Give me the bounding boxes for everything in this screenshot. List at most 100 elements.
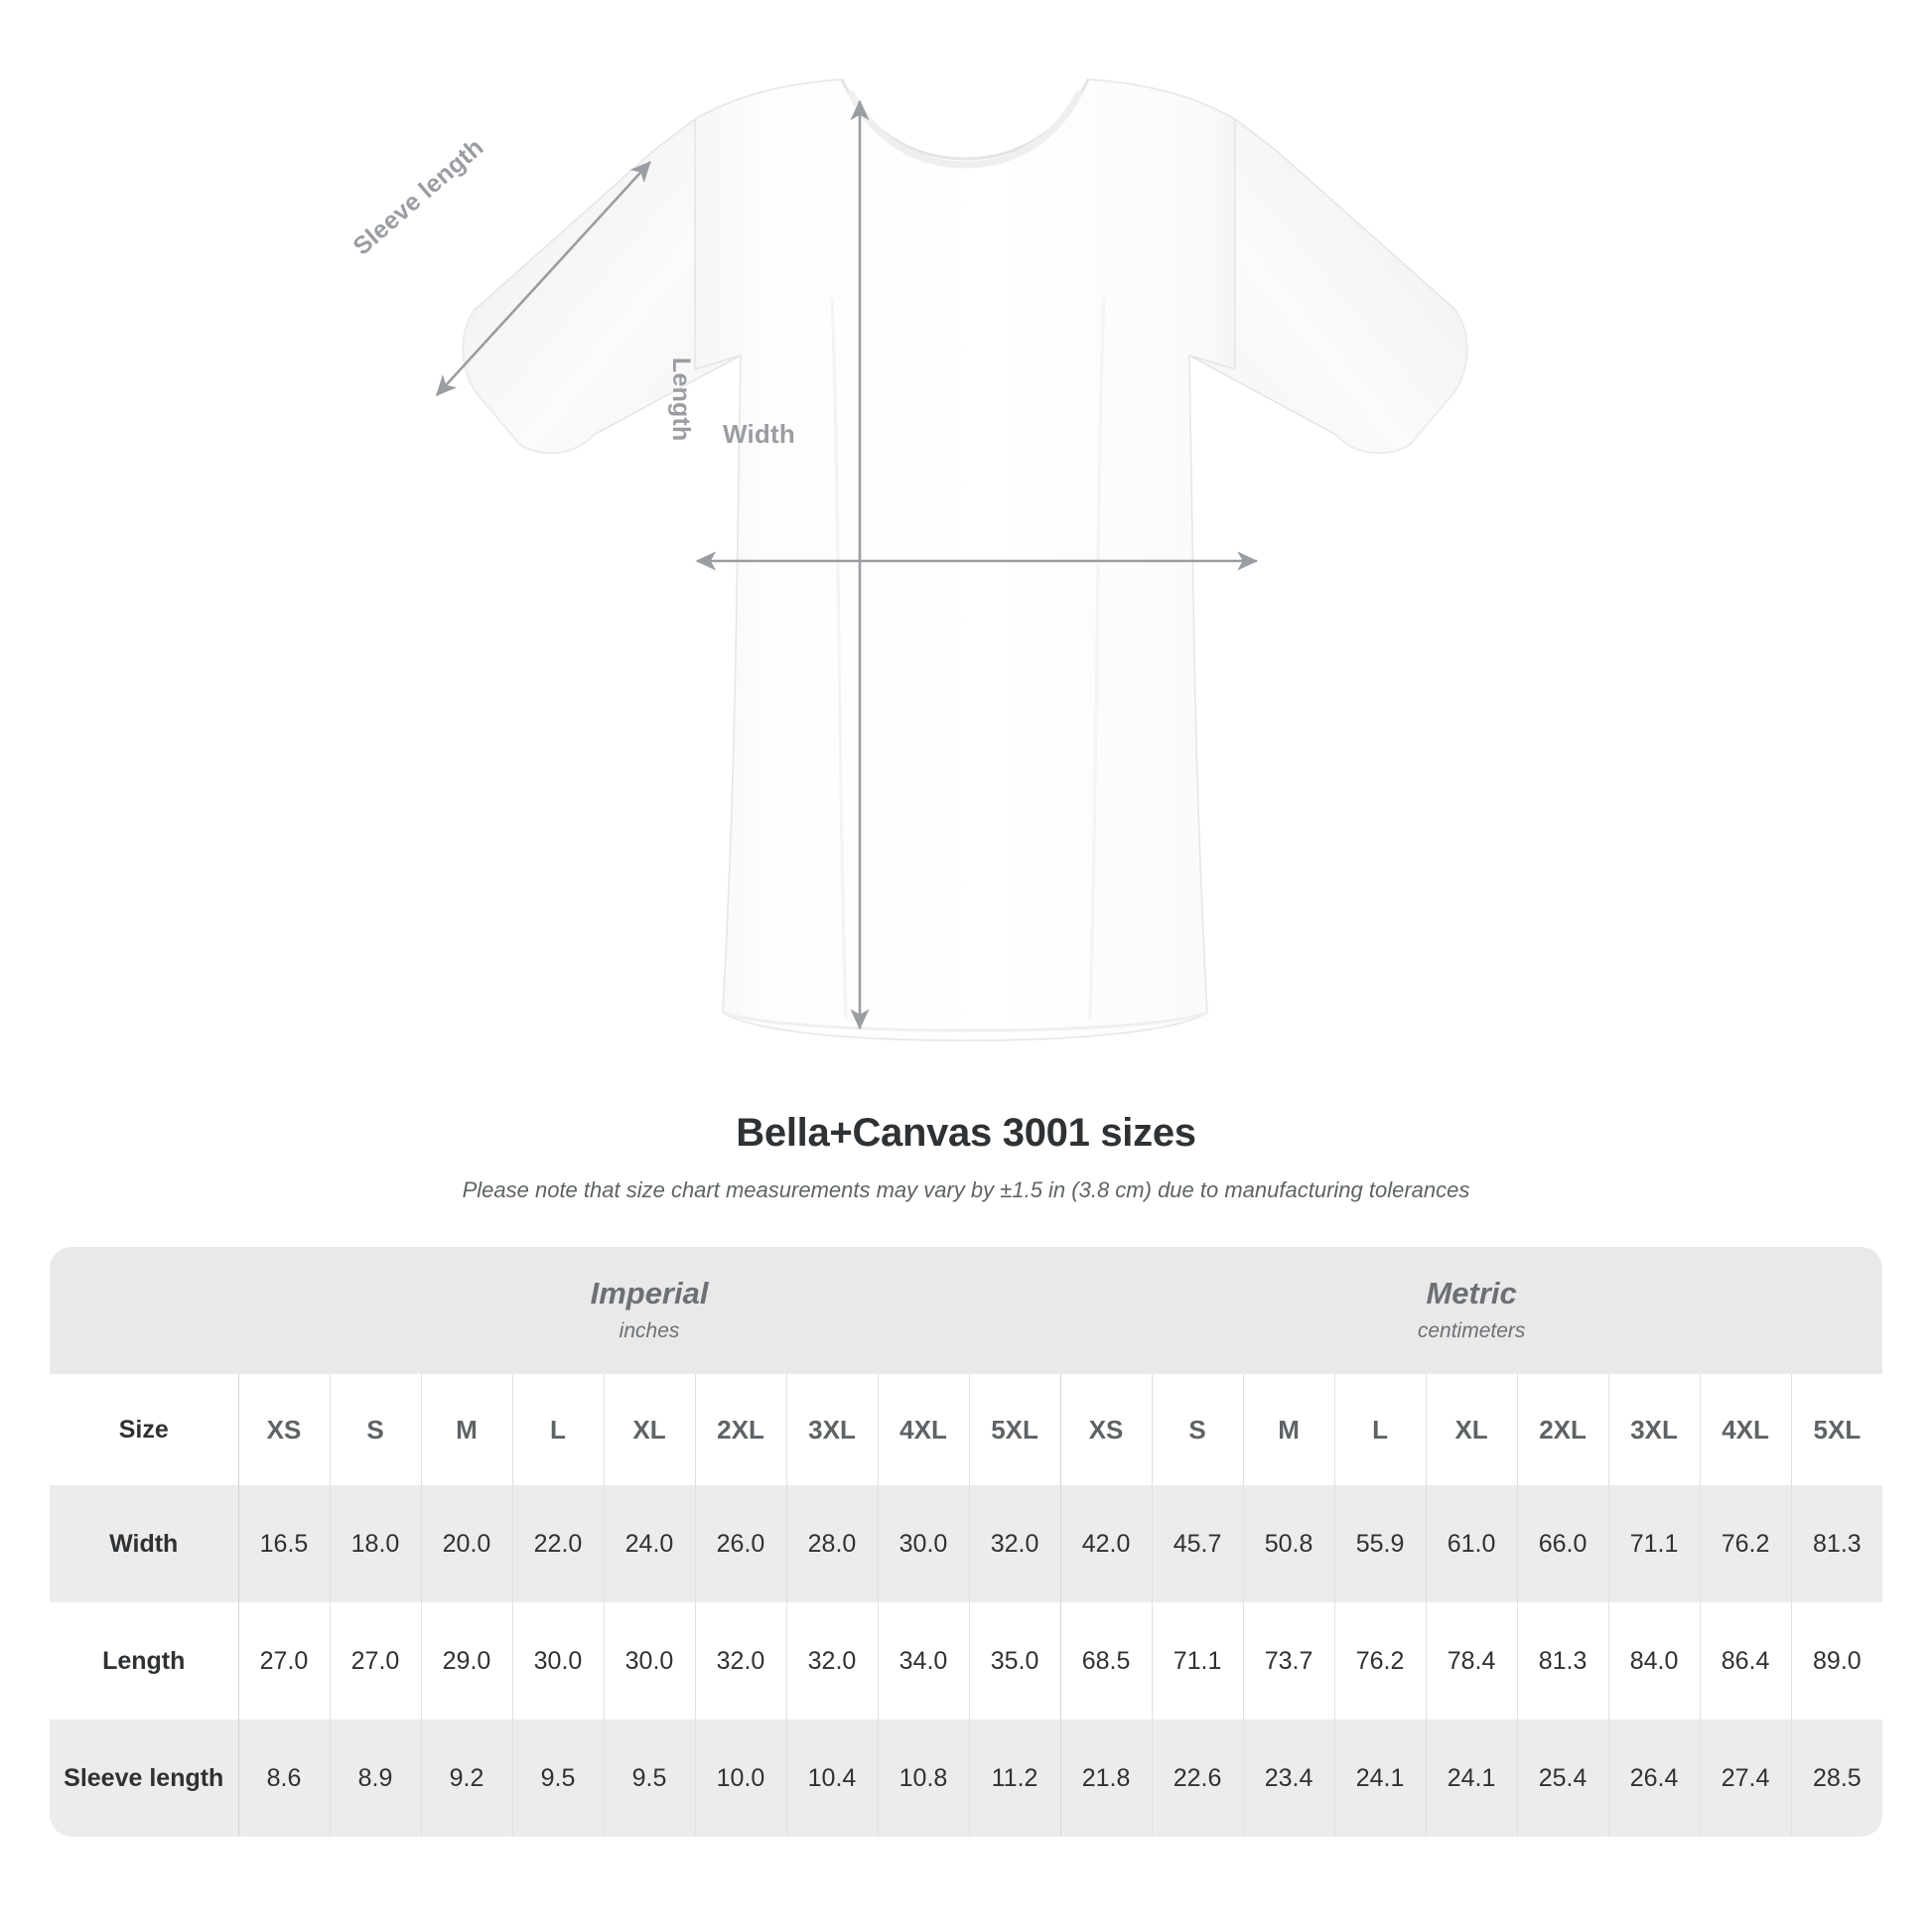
cell-length-imperial-xl: 30.0 bbox=[603, 1602, 695, 1720]
cell-sleeve-length-imperial-m: 9.2 bbox=[420, 1720, 512, 1837]
cell-width-imperial-m: 20.0 bbox=[420, 1485, 512, 1602]
cell-width-imperial-s: 18.0 bbox=[329, 1485, 421, 1602]
size-header-row: Size XS S M L XL 2XL 3XL 4XL 5XL XS S M L XL 2XL 3XL 4XL 5… bbox=[50, 1374, 1883, 1485]
size-corner-label: Size bbox=[50, 1374, 238, 1485]
cell-sleeve-length-imperial-3xl: 10.4 bbox=[785, 1720, 878, 1837]
fabric-fold bbox=[830, 297, 848, 1020]
unit-subtitle: inches bbox=[619, 1319, 680, 1343]
cell-sleeve-length-metric-m: 23.4 bbox=[1242, 1720, 1335, 1837]
cell-width-metric-5xl: 81.3 bbox=[1790, 1485, 1883, 1602]
cell-sleeve-length-metric-xl: 24.1 bbox=[1425, 1720, 1518, 1837]
cell-length-imperial-m: 29.0 bbox=[420, 1602, 512, 1720]
unit-name: Imperial bbox=[590, 1275, 709, 1311]
cell-sleeve-length-imperial-5xl: 11.2 bbox=[968, 1720, 1061, 1837]
cell-length-metric-xl: 78.4 bbox=[1425, 1602, 1518, 1720]
cell-sleeve-length-imperial-4xl: 10.8 bbox=[877, 1720, 969, 1837]
unit-subtitle: centimeters bbox=[1417, 1319, 1526, 1343]
cell-width-metric-xs: 42.0 bbox=[1059, 1485, 1153, 1602]
cell-length-imperial-4xl: 34.0 bbox=[877, 1602, 969, 1720]
unit-header-spacer bbox=[50, 1247, 238, 1374]
size-column-header-metric-xl: XL bbox=[1425, 1374, 1518, 1485]
size-column-header-imperial-xs: XS bbox=[237, 1374, 330, 1485]
size-column-header-metric-s: S bbox=[1151, 1374, 1244, 1485]
cell-sleeve-length-imperial-s: 8.9 bbox=[329, 1720, 421, 1837]
title-block: Bella+Canvas 3001 sizes Please note that… bbox=[0, 1111, 1932, 1203]
cell-sleeve-length-metric-s: 22.6 bbox=[1151, 1720, 1244, 1837]
table-row: Width 16.5 18.0 20.0 22.0 24.0 26.0 28.0 30.0 32.… bbox=[50, 1485, 1883, 1602]
cell-width-imperial-xs: 16.5 bbox=[237, 1485, 330, 1602]
cell-width-metric-l: 55.9 bbox=[1333, 1485, 1427, 1602]
table-row: Sleeve length 8.6 8.9 9.2 9.5 9.5 10.0 10.4 10.8… bbox=[50, 1720, 1883, 1837]
page-title: Bella+Canvas 3001 sizes bbox=[736, 1111, 1196, 1155]
fabric-fold bbox=[1088, 297, 1106, 1020]
size-chart-table: Imperial inches Metric centimeters Size XS S M L… bbox=[50, 1247, 1883, 1837]
cell-width-imperial-2xl: 26.0 bbox=[694, 1485, 786, 1602]
tshirt-measurement-diagram: Sleeve length Length Width bbox=[347, 78, 1468, 1041]
cell-length-metric-3xl: 84.0 bbox=[1607, 1602, 1701, 1720]
cell-width-imperial-3xl: 28.0 bbox=[785, 1485, 878, 1602]
size-column-header-metric-3xl: 3XL bbox=[1607, 1374, 1701, 1485]
cell-sleeve-length-metric-4xl: 27.4 bbox=[1699, 1720, 1792, 1837]
cell-length-imperial-3xl: 32.0 bbox=[785, 1602, 878, 1720]
sleeve-hem-right bbox=[1335, 309, 1468, 455]
row-header-length: Length bbox=[102, 1646, 186, 1675]
cell-width-metric-s: 45.7 bbox=[1151, 1485, 1244, 1602]
cell-width-metric-4xl: 76.2 bbox=[1699, 1485, 1792, 1602]
cell-sleeve-length-metric-5xl: 28.5 bbox=[1790, 1720, 1883, 1837]
cell-width-imperial-4xl: 30.0 bbox=[877, 1485, 969, 1602]
size-column-header-imperial-5xl: 5XL bbox=[968, 1374, 1061, 1485]
cell-width-imperial-5xl: 32.0 bbox=[968, 1485, 1061, 1602]
size-column-header-imperial-s: S bbox=[329, 1374, 421, 1485]
size-chart-table-wrapper: Imperial inches Metric centimeters Size XS S M L… bbox=[50, 1247, 1883, 1837]
size-column-header-metric-4xl: 4XL bbox=[1699, 1374, 1792, 1485]
cell-length-imperial-l: 30.0 bbox=[511, 1602, 604, 1720]
cell-length-imperial-xs: 27.0 bbox=[237, 1602, 330, 1720]
unit-header-metric: Metric centimeters bbox=[1060, 1247, 1883, 1374]
cell-length-metric-4xl: 86.4 bbox=[1699, 1602, 1792, 1720]
shirt-bottom-hem bbox=[722, 1011, 1208, 1033]
cell-width-imperial-xl: 24.0 bbox=[603, 1485, 695, 1602]
cell-length-imperial-5xl: 35.0 bbox=[968, 1602, 1061, 1720]
size-column-header-metric-xs: XS bbox=[1059, 1374, 1153, 1485]
row-header-sleeve-length: Sleeve length bbox=[64, 1763, 224, 1792]
cell-sleeve-length-metric-l: 24.1 bbox=[1333, 1720, 1427, 1837]
cell-length-metric-s: 71.1 bbox=[1151, 1602, 1244, 1720]
unit-header-row: Imperial inches Metric centimeters bbox=[50, 1247, 1883, 1374]
unit-header-imperial: Imperial inches bbox=[238, 1247, 1061, 1374]
length-label: Length bbox=[667, 357, 695, 442]
cell-length-metric-xs: 68.5 bbox=[1059, 1602, 1153, 1720]
cell-sleeve-length-imperial-xs: 8.6 bbox=[237, 1720, 330, 1837]
table-row: Length 27.0 27.0 29.0 30.0 30.0 32.0 32.0 34.0 35… bbox=[50, 1602, 1883, 1720]
unit-name: Metric bbox=[1426, 1275, 1517, 1311]
cell-length-metric-m: 73.7 bbox=[1242, 1602, 1335, 1720]
page-subtitle: Please note that size chart measurements… bbox=[462, 1177, 1470, 1202]
size-column-header-metric-m: M bbox=[1242, 1374, 1335, 1485]
row-header-width: Width bbox=[109, 1529, 179, 1558]
cell-width-metric-xl: 61.0 bbox=[1425, 1485, 1518, 1602]
cell-length-imperial-2xl: 32.0 bbox=[694, 1602, 786, 1720]
size-column-header-imperial-xl: XL bbox=[603, 1374, 695, 1485]
shirt-collar-rib bbox=[846, 89, 1084, 169]
size-column-header-imperial-4xl: 4XL bbox=[877, 1374, 969, 1485]
size-column-header-imperial-2xl: 2XL bbox=[694, 1374, 786, 1485]
tshirt-illustration bbox=[435, 78, 1468, 1041]
cell-length-imperial-s: 27.0 bbox=[329, 1602, 421, 1720]
cell-length-metric-l: 76.2 bbox=[1333, 1602, 1427, 1720]
cell-sleeve-length-imperial-xl: 9.5 bbox=[603, 1720, 695, 1837]
cell-length-metric-5xl: 89.0 bbox=[1790, 1602, 1883, 1720]
cell-width-metric-3xl: 71.1 bbox=[1607, 1485, 1701, 1602]
size-column-header-imperial-l: L bbox=[511, 1374, 604, 1485]
cell-sleeve-length-metric-2xl: 25.4 bbox=[1516, 1720, 1609, 1837]
size-column-header-metric-2xl: 2XL bbox=[1516, 1374, 1609, 1485]
size-column-header-metric-5xl: 5XL bbox=[1790, 1374, 1883, 1485]
cell-sleeve-length-imperial-2xl: 10.0 bbox=[694, 1720, 786, 1837]
cell-sleeve-length-metric-xs: 21.8 bbox=[1059, 1720, 1153, 1837]
cell-sleeve-length-metric-3xl: 26.4 bbox=[1607, 1720, 1701, 1837]
size-column-header-metric-l: L bbox=[1333, 1374, 1427, 1485]
cell-length-metric-2xl: 81.3 bbox=[1516, 1602, 1609, 1720]
cell-width-metric-2xl: 66.0 bbox=[1516, 1485, 1609, 1602]
cell-width-metric-m: 50.8 bbox=[1242, 1485, 1335, 1602]
sleeve-length-arrow bbox=[435, 161, 651, 397]
width-label: Width bbox=[723, 419, 795, 449]
cell-width-imperial-l: 22.0 bbox=[511, 1485, 604, 1602]
